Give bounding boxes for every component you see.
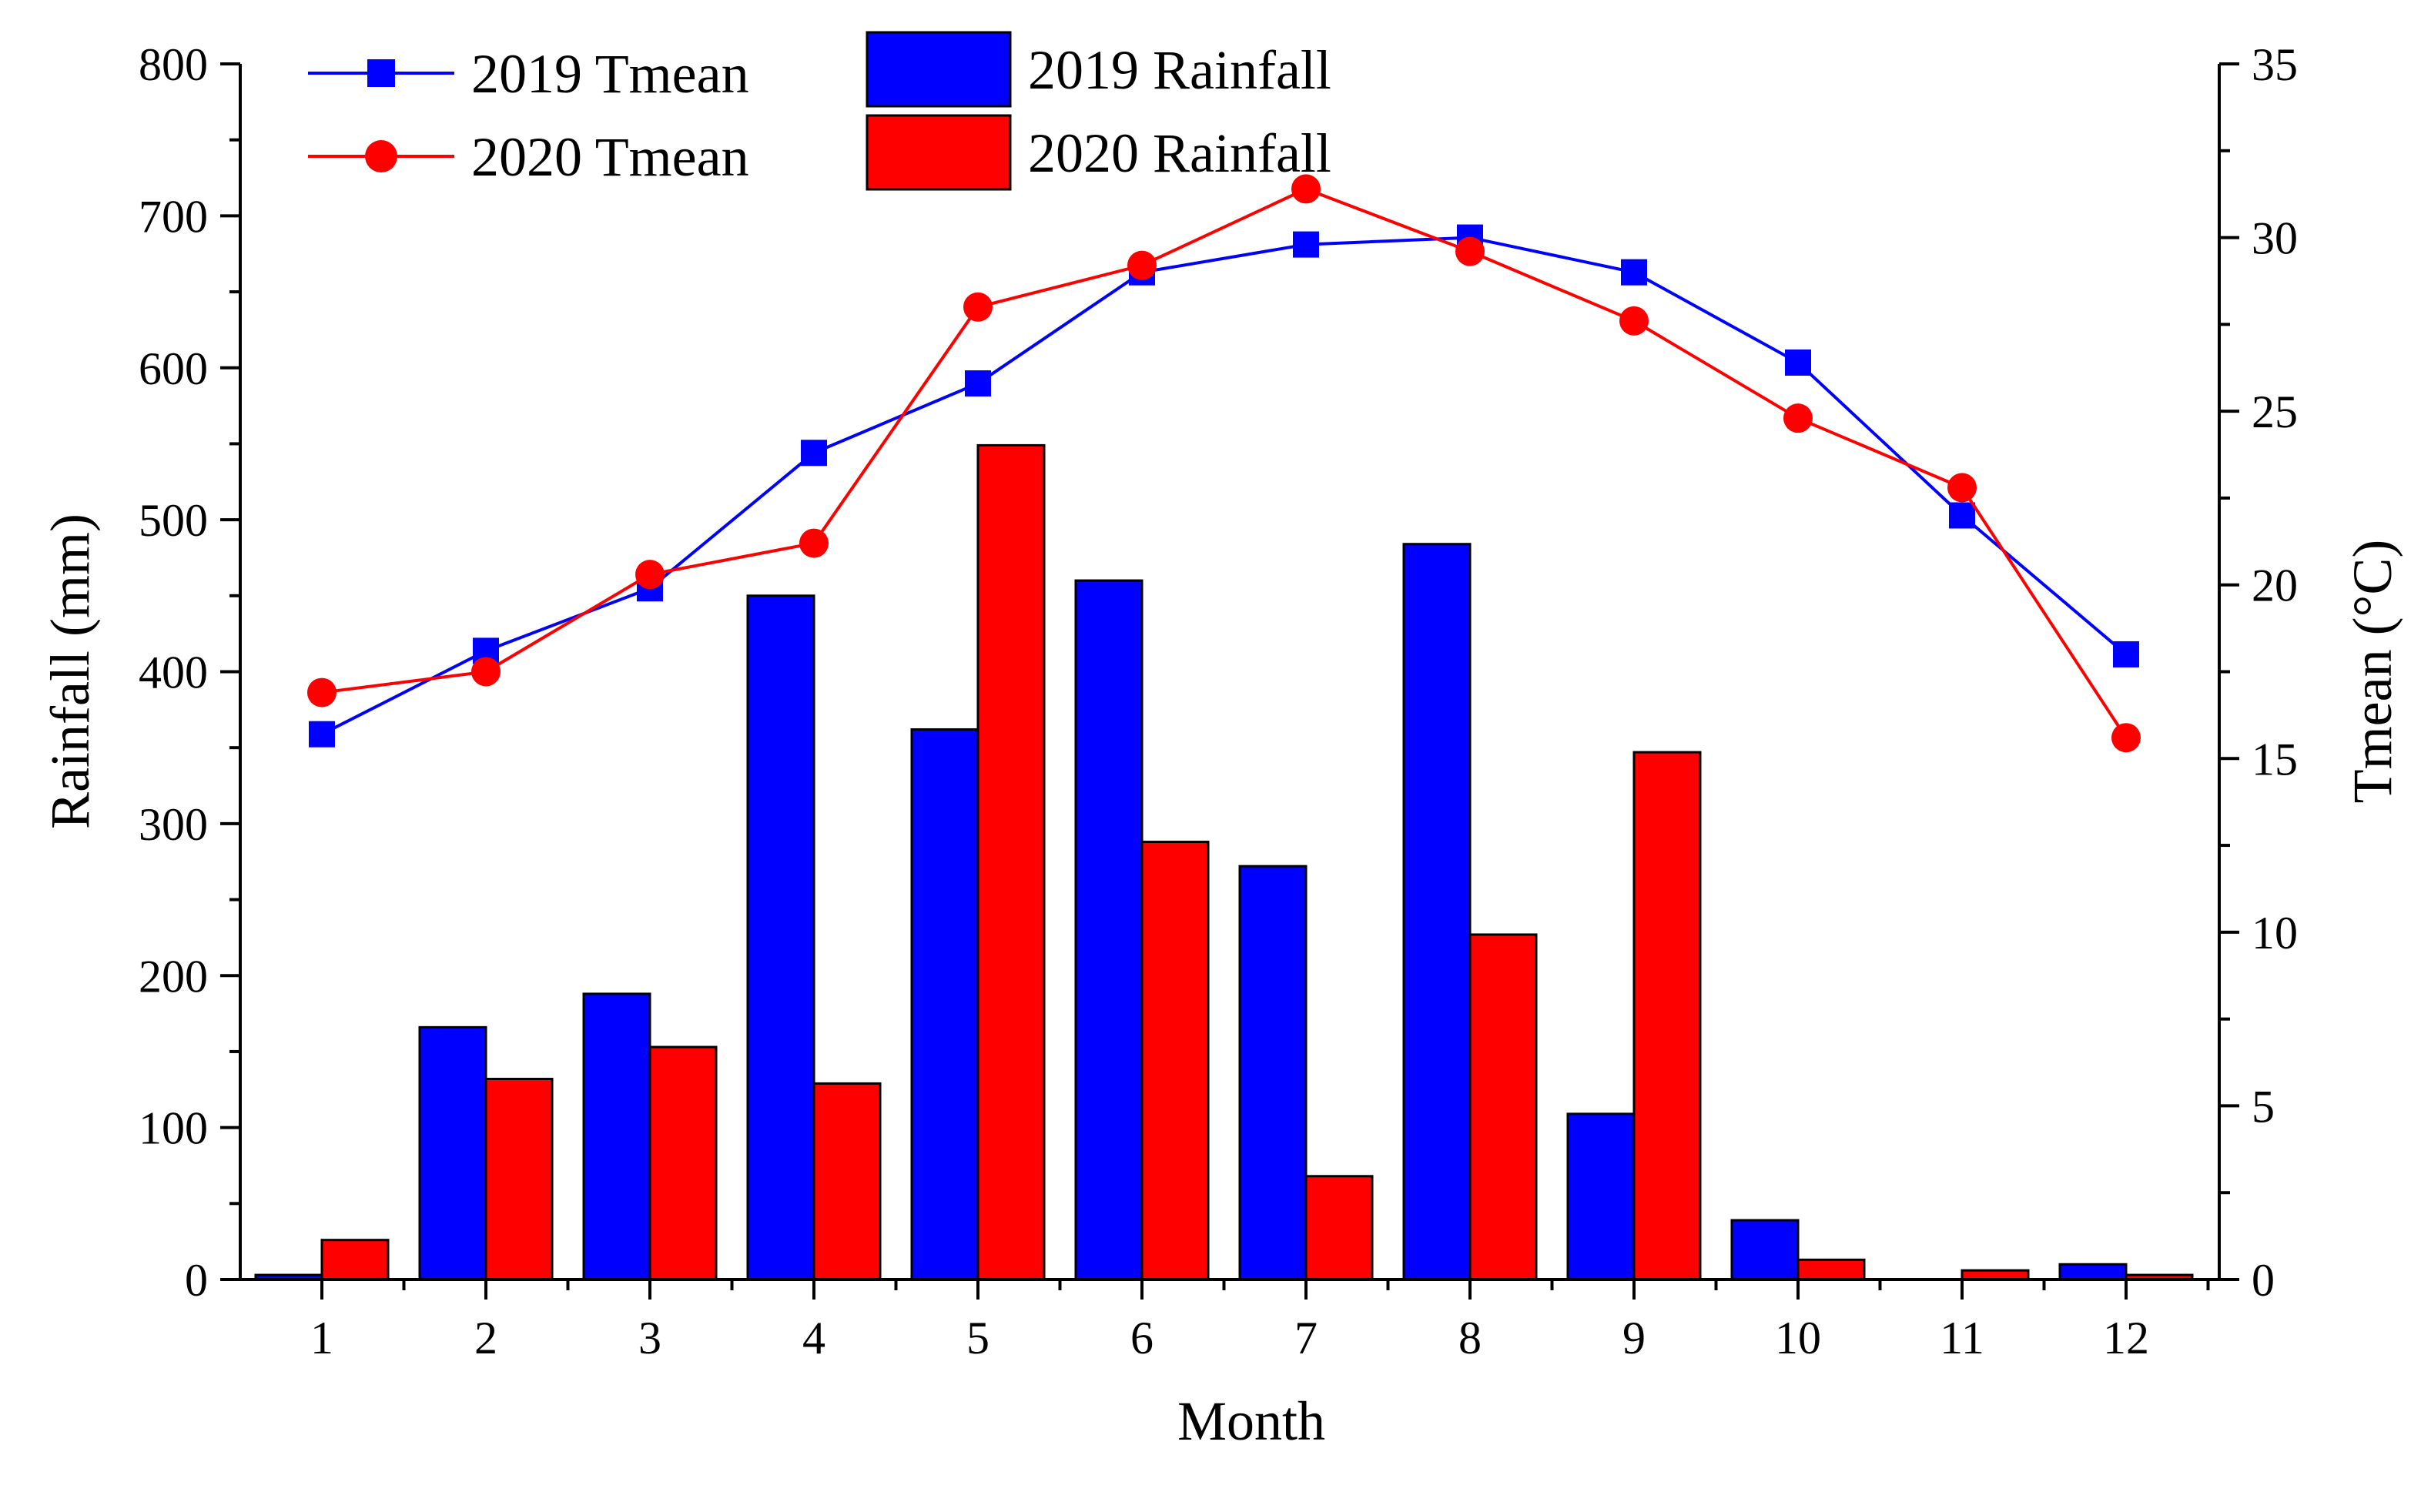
left-axis-ticks: 0 100 200 300 400 500 600 700 800 [139, 39, 240, 1306]
bar-2020-rainfall-4 [812, 1082, 882, 1281]
x-tick-label-11: 11 [1940, 1313, 1984, 1363]
y-tick-label-100: 100 [139, 1103, 208, 1154]
x-tick-label-10: 10 [1775, 1313, 1821, 1363]
y-tick-label-800: 800 [139, 39, 208, 90]
y-tick-label-200: 200 [139, 951, 208, 1002]
bar-2020-rainfall-5 [976, 443, 1046, 1281]
x-tick-label-3: 3 [638, 1313, 661, 1363]
y-tick-label-400: 400 [139, 647, 208, 698]
line-2020-tmean [321, 187, 2128, 739]
x-tick-label-1: 1 [310, 1313, 333, 1363]
y2-tick-label-25: 25 [2252, 386, 2298, 437]
point-2019-tmean-5 [965, 370, 991, 397]
point-2019-tmean-1 [309, 721, 335, 748]
point-2020-tmean-6 [1127, 250, 1157, 280]
y-tick-label-500: 500 [139, 495, 208, 546]
legend-item-2020-rainfall: 2020 Rainfall [866, 114, 1331, 191]
point-2019-tmean-9 [1621, 259, 1647, 286]
x-tick-label-8: 8 [1458, 1313, 1482, 1363]
bar-2020-rainfall-9 [1632, 751, 1702, 1281]
legend-2019-tmean-marker [367, 59, 395, 87]
point-2020-tmean-2 [471, 657, 501, 687]
bar-2020-rainfall-10 [1796, 1258, 1866, 1281]
y2-tick-label-0: 0 [2252, 1255, 2275, 1306]
bar-2019-rainfall-9 [1566, 1112, 1636, 1281]
point-2020-tmean-8 [1455, 236, 1485, 266]
point-2020-tmean-1 [307, 677, 337, 707]
y-tick-label-0: 0 [185, 1255, 208, 1306]
y2-tick-label-15: 15 [2252, 734, 2298, 784]
x-tick-label-7: 7 [1294, 1313, 1318, 1363]
x-tick-label-5: 5 [966, 1313, 989, 1363]
bar-2019-rainfall-5 [910, 728, 979, 1281]
point-2020-tmean-11 [1947, 473, 1977, 503]
legend-2019-tmean-label: 2019 Tmean [471, 43, 749, 105]
point-2019-tmean-11 [1949, 502, 1975, 529]
point-2019-tmean-12 [2113, 641, 2139, 667]
bar-2019-rainfall-12 [2058, 1263, 2128, 1281]
y-tick-label-300: 300 [139, 799, 208, 850]
y2-tick-label-20: 20 [2252, 560, 2298, 611]
point-2020-tmean-3 [635, 560, 665, 590]
bar-2020-rainfall-1 [320, 1239, 390, 1281]
bar-2020-rainfall-6 [1140, 841, 1210, 1281]
bar-2020-rainfall-3 [648, 1045, 718, 1281]
point-2020-tmean-12 [2111, 723, 2141, 753]
bar-2019-rainfall-2 [418, 1025, 487, 1281]
point-2020-tmean-7 [1291, 174, 1321, 204]
bar-2019-rainfall-6 [1074, 579, 1144, 1281]
bar-2019-rainfall-7 [1238, 865, 1308, 1281]
bar-2019-rainfall-4 [746, 594, 815, 1281]
y-tick-label-700: 700 [139, 191, 208, 242]
y-tick-label-600: 600 [139, 343, 208, 394]
bar-2019-rainfall-3 [582, 992, 651, 1281]
x-tick-label-9: 9 [1622, 1313, 1646, 1363]
legend-item-2019-tmean: 2019 Tmean [308, 43, 749, 105]
point-2020-tmean-10 [1783, 403, 1813, 433]
legend-2020-rainfall-swatch [866, 114, 1012, 191]
point-2020-tmean-9 [1619, 306, 1649, 336]
y2-tick-label-10: 10 [2252, 908, 2298, 958]
point-2019-tmean-4 [801, 440, 827, 467]
x-tick-label-2: 2 [474, 1313, 497, 1363]
y2-axis-title: Tmean (°C) [2342, 540, 2403, 804]
right-axis-ticks: 0 5 10 15 20 25 30 35 [2219, 39, 2298, 1306]
x-tick-label-6: 6 [1130, 1313, 1154, 1363]
legend-2019-rainfall-swatch [866, 31, 1012, 108]
bar-layer [254, 443, 2194, 1281]
legend-item-2019-rainfall: 2019 Rainfall [866, 31, 1331, 108]
y2-tick-label-30: 30 [2252, 213, 2298, 264]
y-axis-title: Rainfall (mm) [39, 513, 101, 829]
legend-item-2020-tmean: 2020 Tmean [308, 126, 749, 188]
y2-tick-label-5: 5 [2252, 1081, 2275, 1132]
bar-2020-rainfall-2 [484, 1077, 554, 1281]
point-2019-tmean-10 [1785, 349, 1811, 376]
bar-2019-rainfall-8 [1402, 543, 1472, 1281]
point-2020-tmean-5 [963, 292, 993, 322]
point-2019-tmean-7 [1293, 231, 1319, 258]
line-2019-tmean [321, 236, 2128, 736]
bar-2020-rainfall-8 [1468, 933, 1538, 1281]
point-2020-tmean-4 [799, 528, 829, 558]
line-layer [307, 174, 2141, 753]
y2-tick-label-35: 35 [2252, 39, 2298, 90]
legend-2020-rainfall-label: 2020 Rainfall [1028, 122, 1331, 184]
x-axis-title: Month [1177, 1390, 1325, 1452]
x-axis-ticks: 1 2 3 4 5 6 7 8 9 10 11 12 [310, 1280, 2210, 1363]
bar-2020-rainfall-7 [1304, 1175, 1374, 1281]
legend-2020-tmean-label: 2020 Tmean [471, 126, 749, 188]
legend-2019-rainfall-label: 2019 Rainfall [1028, 39, 1331, 101]
x-tick-label-12: 12 [2103, 1313, 2149, 1363]
x-tick-label-4: 4 [802, 1313, 825, 1363]
bar-2019-rainfall-10 [1730, 1219, 1800, 1281]
legend: 2019 Tmean 2020 Tmean 2019 Rainfall 2020… [308, 31, 1331, 191]
legend-2020-tmean-marker [365, 140, 397, 172]
